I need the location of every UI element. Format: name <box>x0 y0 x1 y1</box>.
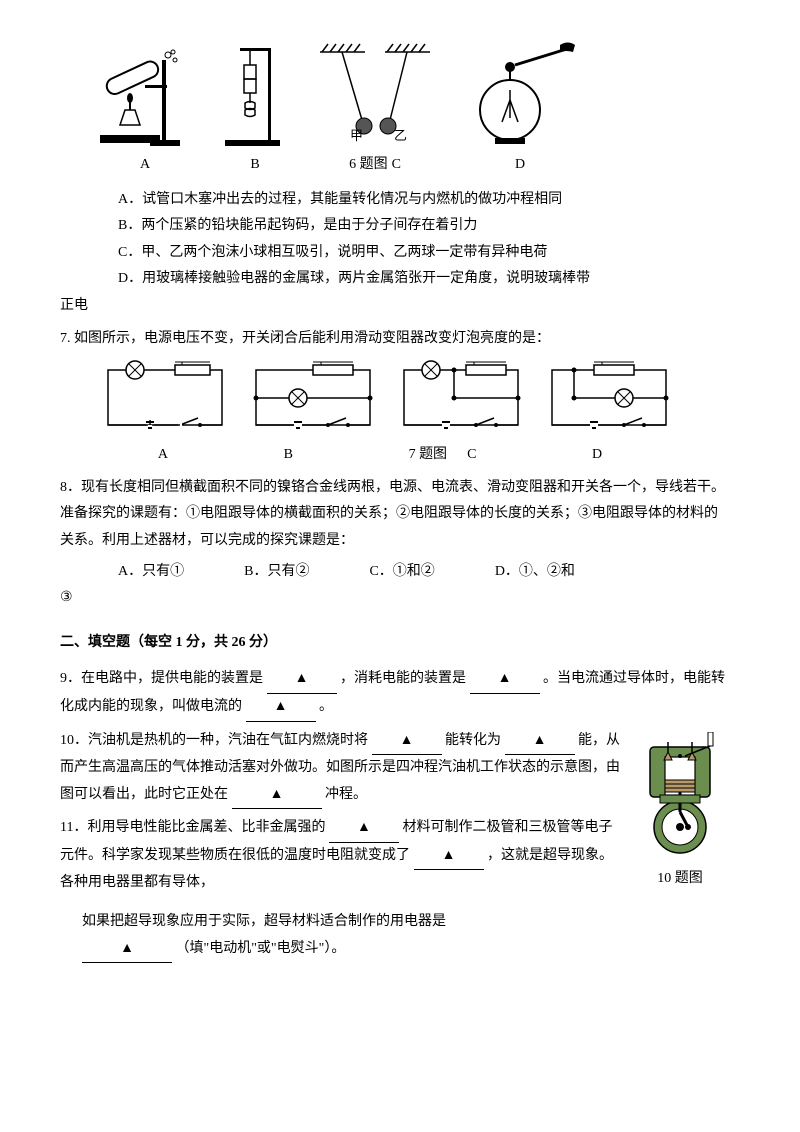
circuit-d-icon <box>544 360 674 440</box>
q8-opt-c: C．①和② <box>369 559 434 586</box>
engine-icon <box>630 732 730 862</box>
q10-mid1: 能转化为 <box>445 733 501 748</box>
q6-fig-d: D <box>460 40 580 179</box>
q11-last: ▲ （填"电动机"或"电熨斗"）。 <box>60 936 730 964</box>
q7-circuits <box>100 360 730 440</box>
q6-fig-a: A <box>90 40 200 179</box>
lead-blocks-stand-icon <box>220 40 290 150</box>
q6-fig-a-label: A <box>140 152 150 179</box>
q11-end: （填"电动机"或"电熨斗"）。 <box>176 941 346 956</box>
q7-label-d: D <box>592 442 602 469</box>
q8-tail: ③ <box>60 585 730 612</box>
q8-opt-a: A．只有① <box>118 559 184 586</box>
q7-label-a: A <box>158 442 168 469</box>
q11-line3: 如果把超导现象应用于实际，超导材料适合制作的用电器是 <box>82 914 446 929</box>
q8-stem-text: 8．现有长度相同但横截面积不同的镍铬合金线两根，电源、电流表、滑动变阻器和开关各… <box>60 480 725 548</box>
q11-blank2: ▲ <box>414 843 484 871</box>
q6-opt-c: C．甲、乙两个泡沫小球相互吸引，说明甲、乙两球一定带有异种电荷 <box>118 240 730 267</box>
pendulum-label-2: 乙 <box>394 128 407 143</box>
circuit-a-icon <box>100 360 230 440</box>
q6-opt-d: D．用玻璃棒接触验电器的金属球，两片金属箔张开一定角度，说明玻璃棒带 <box>118 266 730 293</box>
q11-line3-wrap: 如果把超导现象应用于实际，超导材料适合制作的用电器是 <box>60 909 730 936</box>
q9-pre: 9．在电路中，提供电能的装置是 <box>60 671 263 686</box>
pendulum-balls-icon: 甲 乙 <box>310 40 440 150</box>
q10-blank3: ▲ <box>232 782 322 810</box>
q6-options: A．试管口木塞冲出去的过程，其能量转化情况与内燃机的做功冲程相同 B．两个压紧的… <box>60 187 730 293</box>
q9-mid1: ，消耗电能的装置是 <box>340 671 466 686</box>
q6-caption: 6 题图 <box>349 152 388 179</box>
q6-fig-b: B <box>220 40 290 179</box>
q7-labels-row: A B 7 题图 C D <box>100 442 660 469</box>
q11-pre: 11．利用导电性能比金属差、比非金属强的 <box>60 820 325 835</box>
q11-blank3: ▲ <box>82 936 172 964</box>
pendulum-label-1: 甲 <box>350 128 363 143</box>
circuit-c-icon <box>396 360 526 440</box>
q9: 9．在电路中，提供电能的装置是 ▲ ，消耗电能的装置是 ▲ 。当电流通过导体时，… <box>60 666 730 721</box>
q7-label-b: B <box>284 442 293 469</box>
blank-mark: ▲ <box>400 733 414 748</box>
q6-fig-b-label: B <box>250 152 259 179</box>
q10-blank2: ▲ <box>505 728 575 756</box>
q9-blank1: ▲ <box>267 666 337 694</box>
blank-mark: ▲ <box>442 848 456 863</box>
q9-blank2: ▲ <box>470 666 540 694</box>
test-tube-apparatus-icon <box>90 40 200 150</box>
q9-end: 。 <box>319 699 333 714</box>
q8-opt-d: D．①、②和 <box>495 559 575 586</box>
q10-pre: 10．汽油机是热机的一种，汽油在气缸内燃烧时将 <box>60 733 368 748</box>
q6-tail: 正电 <box>60 293 730 320</box>
q10-end: 冲程。 <box>325 787 367 802</box>
blank-mark: ▲ <box>270 787 284 802</box>
electroscope-icon <box>460 40 580 150</box>
q10-blank1: ▲ <box>372 728 442 756</box>
engine-figure: 10 题图 <box>630 732 730 893</box>
blank-mark: ▲ <box>295 671 309 686</box>
q7-stem: 7. 如图所示，电源电压不变，开关闭合后能利用滑动变阻器改变灯泡亮度的是： <box>60 326 730 353</box>
blank-mark: ▲ <box>533 733 547 748</box>
q6-figure-row: A B <box>90 40 730 179</box>
q9-blank3: ▲ <box>246 694 316 722</box>
q6-opt-a: A．试管口木塞冲出去的过程，其能量转化情况与内燃机的做功冲程相同 <box>118 187 730 214</box>
q6-fig-d-label: D <box>515 152 525 179</box>
blank-mark: ▲ <box>274 699 288 714</box>
q6-opt-b: B．两个压紧的铅块能吊起钩码，是由于分子间存在着引力 <box>118 213 730 240</box>
q11-blank1: ▲ <box>329 815 399 843</box>
blank-mark: ▲ <box>357 820 371 835</box>
circuit-b-icon <box>248 360 378 440</box>
blank-mark: ▲ <box>120 941 134 956</box>
q6-fig-c: 甲 乙 6 题图 C <box>310 40 440 179</box>
blank-mark: ▲ <box>498 671 512 686</box>
section2-title: 二、填空题（每空 1 分，共 26 分） <box>60 630 730 657</box>
q7-label-c: C <box>467 442 476 469</box>
q8-stem: 8．现有长度相同但横截面积不同的镍铬合金线两根，电源、电流表、滑动变阻器和开关各… <box>60 475 730 555</box>
engine-caption: 10 题图 <box>630 866 730 893</box>
q6-fig-c-label: C <box>392 152 401 179</box>
q8-opt-b: B．只有② <box>244 559 309 586</box>
q7-caption: 7 题图 <box>409 442 448 469</box>
q8-options: A．只有① B．只有② C．①和② D．①、②和 <box>60 559 730 586</box>
